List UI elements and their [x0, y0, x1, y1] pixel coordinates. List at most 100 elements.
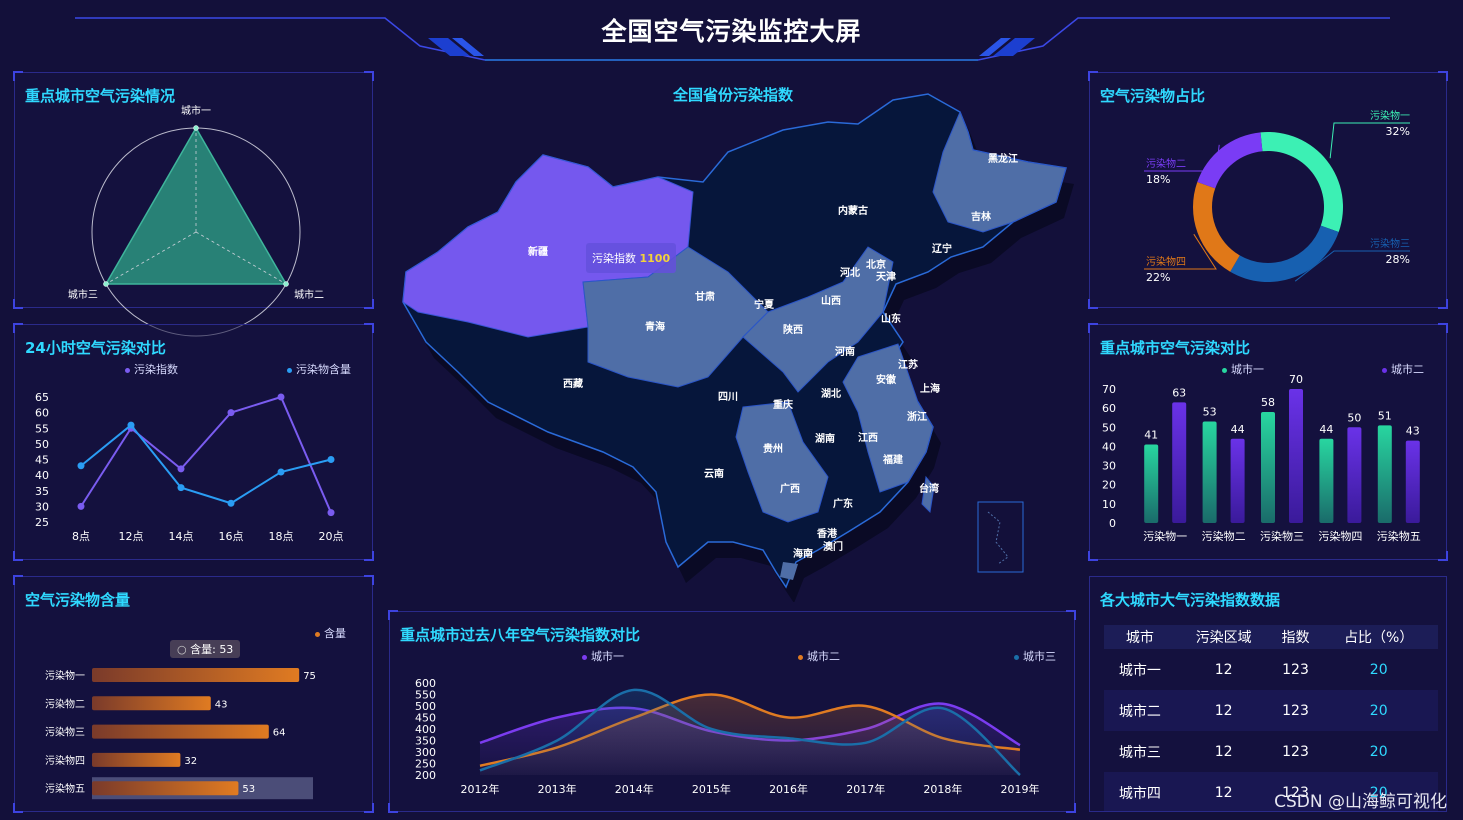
- table-panel-title: 各大城市大气污染指数数据: [1100, 591, 1281, 609]
- content-panel: 空气污染物含量 含量 污染物一 75 污染物二 43 污染物三 64 污染物四 32 污染物五 5…: [13, 575, 374, 813]
- content-bar-label: 64: [273, 728, 286, 739]
- content-bar: [92, 781, 239, 796]
- trend-legend-1[interactable]: 城市一: [582, 648, 624, 664]
- map-label: 青海: [645, 320, 665, 333]
- compare-x-tick: 污染物五: [1377, 529, 1421, 543]
- content-y-label: 污染物二: [45, 697, 85, 710]
- compare-panel-title: 重点城市空气污染对比: [1100, 339, 1251, 357]
- compare-y-tick: 0: [1109, 517, 1116, 530]
- cell-area: 12: [1175, 690, 1272, 731]
- map-label: 贵州: [763, 442, 783, 455]
- compare-bar-label: 53: [1203, 406, 1217, 419]
- map-title: 全国省份污染指数: [672, 86, 793, 104]
- hourly-point: [277, 468, 285, 476]
- share-slice-name: 污染物二: [1146, 157, 1186, 170]
- trend-x-tick: 2018年: [923, 782, 962, 796]
- cell-area: 12: [1214, 661, 1233, 678]
- map-label: 天津: [876, 270, 896, 283]
- map-label: 湖北: [821, 387, 841, 400]
- hourly-panel: 24小时空气污染对比 污染指数 污染物含量 25 30 35 40 45 50 55 60 65…: [13, 323, 374, 561]
- compare-bar: [1261, 411, 1275, 523]
- compare-bar-label: 43: [1406, 425, 1420, 438]
- map-label: 江苏: [898, 358, 918, 371]
- hourly-legend-2[interactable]: 污染物含量: [287, 361, 351, 377]
- hourly-legend-1[interactable]: 污染指数: [125, 361, 178, 377]
- trend-panel-title: 重点城市过去八年空气污染指数对比: [400, 626, 641, 644]
- map-section: 全国省份污染指数 新疆 西藏 青海 甘肃 宁夏 内蒙古 黑龙江 吉林 辽宁 北京 天津 河北 山西 陕西 山…: [388, 72, 1074, 602]
- hourly-series-line-1: [80, 395, 332, 514]
- table-row[interactable]: 城市二 12 123 20: [1104, 690, 1438, 731]
- compare-y-tick: 10: [1102, 498, 1116, 511]
- map-label: 江西: [858, 431, 878, 444]
- table-row[interactable]: 城市三 12 123 20: [1104, 731, 1438, 772]
- hourly-x-tick: 14点: [169, 530, 194, 543]
- cell-index: 123: [1271, 772, 1320, 811]
- map-label: 宁夏: [754, 298, 775, 311]
- map-label: 福建: [882, 453, 904, 466]
- trend-series-line-3: [479, 688, 1021, 776]
- hourly-point: [227, 499, 235, 507]
- hourly-x-tick: 16点: [219, 530, 244, 543]
- compare-y-tick: 50: [1102, 421, 1116, 434]
- map-label: 浙江: [907, 410, 927, 423]
- compare-x-tick: 污染物三: [1260, 529, 1304, 543]
- share-leader-line: [1144, 144, 1220, 172]
- share-slice: [1260, 132, 1343, 232]
- hourly-y-tick: 30: [35, 500, 49, 513]
- header: 全国空气污染监控大屏: [0, 0, 1463, 62]
- cell-index: 123: [1282, 743, 1309, 760]
- content-bar-label: 32: [184, 756, 197, 767]
- compare-bar-label: 50: [1347, 411, 1361, 424]
- table-row[interactable]: 城市一 12 123 20: [1104, 649, 1438, 690]
- compare-legend-1[interactable]: 城市一: [1222, 361, 1264, 377]
- map-inset-islands: [987, 511, 1009, 565]
- map-label: 北京: [866, 258, 886, 271]
- share-panel-title: 空气污染物占比: [1100, 87, 1206, 105]
- trend-legend-2[interactable]: 城市二: [798, 648, 840, 664]
- cell-city: 城市一: [1118, 662, 1161, 679]
- hourly-y-tick: 65: [35, 391, 49, 404]
- map-label: 上海: [920, 382, 940, 395]
- compare-x-tick: 污染物二: [1202, 529, 1246, 543]
- table-row[interactable]: 城市四 12 123 20: [1104, 772, 1438, 811]
- map-region-taiwan: [921, 475, 935, 514]
- map-label: 山东: [881, 312, 901, 325]
- share-slice-label: 18%: [1146, 173, 1170, 186]
- compare-y-tick: 30: [1102, 460, 1116, 473]
- col-city: 城市: [1104, 625, 1176, 649]
- cell-index: 123: [1282, 661, 1309, 678]
- compare-bar-label: 70: [1289, 373, 1303, 386]
- map-label: 河北: [840, 266, 860, 279]
- compare-bar-label: 44: [1319, 423, 1333, 436]
- compare-legend-2[interactable]: 城市二: [1382, 361, 1424, 377]
- radar-axis: [195, 231, 287, 285]
- compare-bar: [1405, 440, 1420, 523]
- radar-point: [193, 125, 199, 131]
- cell-area: 12: [1214, 743, 1233, 760]
- map-region-north: [742, 246, 894, 393]
- share-leader-line: [1294, 250, 1410, 282]
- hourly-point: [77, 462, 85, 470]
- map-region-hainan: [780, 562, 798, 580]
- share-slice-name: 污染物一: [1370, 109, 1410, 122]
- trend-y-tick: 500: [415, 700, 436, 713]
- content-panel-title: 空气污染物含量: [25, 591, 131, 609]
- compare-bar: [1289, 389, 1303, 523]
- radar-panel: 重点城市空气污染情况 城市一 城市二 城市三: [13, 71, 374, 337]
- trend-legend-3[interactable]: 城市三: [1014, 648, 1056, 664]
- compare-bar: [1230, 438, 1245, 523]
- map-region-southwest: [735, 401, 829, 523]
- compare-bar-label: 58: [1261, 396, 1275, 409]
- compare-y-tick: 60: [1102, 402, 1116, 415]
- content-bar: [92, 752, 181, 767]
- cell-city: 城市四: [1104, 772, 1176, 811]
- content-legend[interactable]: 含量: [315, 625, 346, 641]
- cell-share: 20: [1319, 772, 1438, 811]
- compare-bar-label: 63: [1172, 386, 1186, 399]
- trend-x-tick: 2019年: [1001, 782, 1040, 796]
- share-panel: 空气污染物占比 污染物一 32% 污染物三 28% 污染物四 22% 污染物二 18%: [1088, 71, 1448, 309]
- table-header-row: 城市 污染区域 指数 占比（%）: [1104, 625, 1438, 649]
- trend-x-tick: 2013年: [538, 782, 577, 796]
